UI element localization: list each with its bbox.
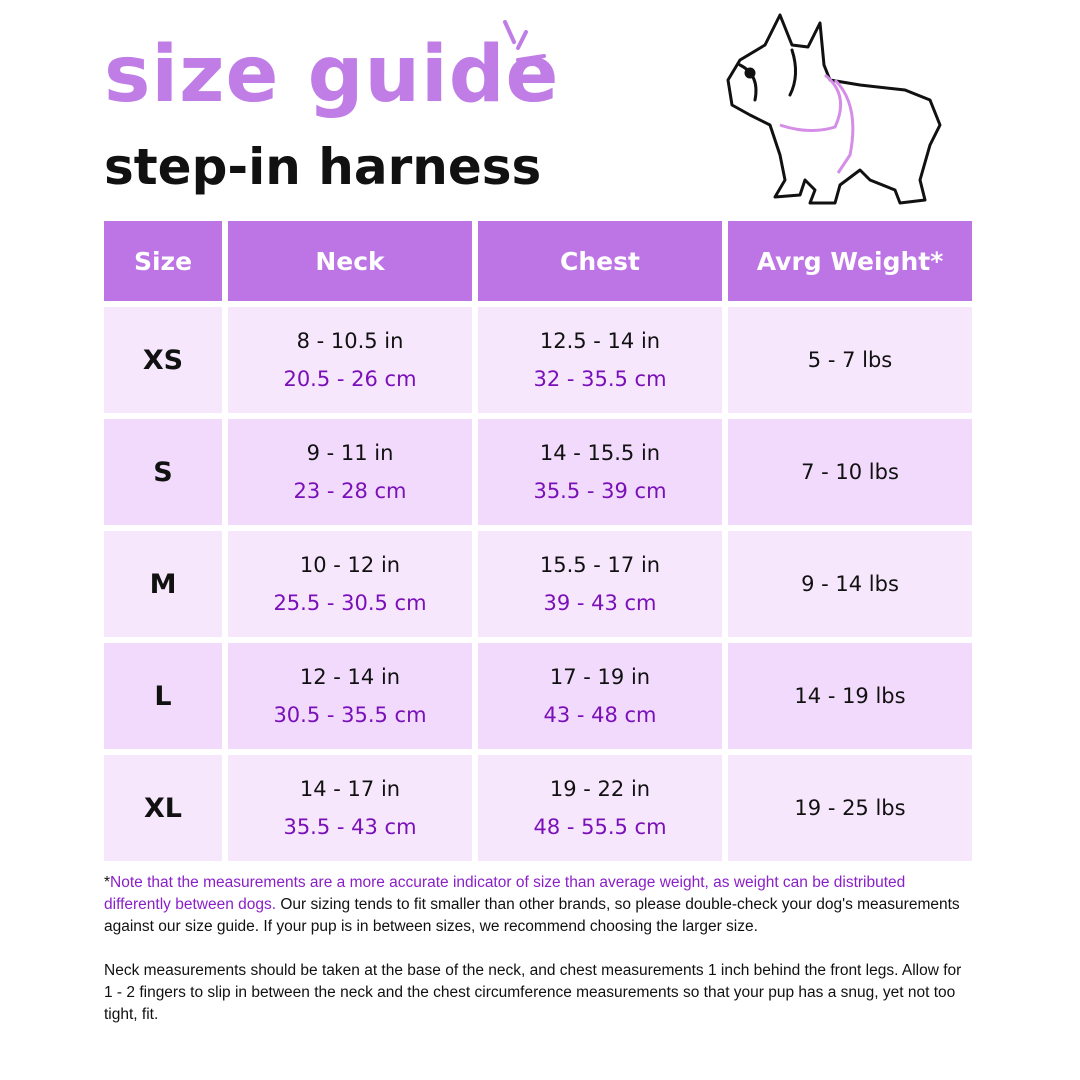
weight-cell: 14 - 19 lbs: [728, 643, 972, 749]
table-header-row: Size Neck Chest Avrg Weight*: [104, 221, 972, 301]
chest-cell: 12.5 - 14 in 32 - 35.5 cm: [478, 307, 722, 413]
weight-cell: 5 - 7 lbs: [728, 307, 972, 413]
weight-cell: 9 - 14 lbs: [728, 531, 972, 637]
size-label: M: [149, 568, 177, 600]
chest-inches: 17 - 19 in: [549, 665, 651, 689]
sparkle-icon: [503, 20, 546, 62]
weight-value: 9 - 14 lbs: [801, 572, 899, 596]
chest-cm: 35.5 - 39 cm: [533, 479, 667, 503]
measurement-note: Neck measurements should be taken at the…: [104, 962, 962, 1023]
neck-cm: 30.5 - 35.5 cm: [273, 703, 427, 727]
neck-inches: 8 - 10.5 in: [296, 329, 404, 353]
neck-inches: 9 - 11 in: [306, 441, 394, 465]
page-subtitle: step-in harness: [104, 138, 542, 196]
weight-note-highlight: Note that the measurements are a more ac…: [104, 874, 906, 913]
size-label: S: [153, 456, 173, 488]
neck-cell: 10 - 12 in 25.5 - 30.5 cm: [228, 531, 472, 637]
neck-cell: 12 - 14 in 30.5 - 35.5 cm: [228, 643, 472, 749]
neck-cell: 8 - 10.5 in 20.5 - 26 cm: [228, 307, 472, 413]
french-bulldog-illustration: [726, 13, 942, 205]
table-row: XS 8 - 10.5 in 20.5 - 26 cm 12.5 - 14 in 32 …: [104, 307, 972, 413]
chest-cm: 32 - 35.5 cm: [533, 367, 667, 391]
weight-value: 7 - 10 lbs: [801, 460, 899, 484]
header-size: Size: [104, 221, 222, 301]
neck-cell: 9 - 11 in 23 - 28 cm: [228, 419, 472, 525]
neck-cell: 14 - 17 in 35.5 - 43 cm: [228, 755, 472, 861]
chest-inches: 15.5 - 17 in: [539, 553, 661, 577]
weight-cell: 7 - 10 lbs: [728, 419, 972, 525]
chest-inches: 12.5 - 14 in: [539, 329, 661, 353]
neck-cm: 35.5 - 43 cm: [283, 815, 417, 839]
table-row: L 12 - 14 in 30.5 - 35.5 cm 17 - 19 in 43 - …: [104, 643, 972, 749]
size-cell: L: [104, 643, 222, 749]
chest-cell: 17 - 19 in 43 - 48 cm: [478, 643, 722, 749]
weight-note-rest: Our sizing tends to fit smaller than oth…: [104, 896, 960, 935]
weight-value: 14 - 19 lbs: [794, 684, 906, 708]
page-title: size guide: [104, 30, 560, 120]
weight-cell: 19 - 25 lbs: [728, 755, 972, 861]
size-cell: M: [104, 531, 222, 637]
table-row: XL 14 - 17 in 35.5 - 43 cm 19 - 22 in 48 - 5…: [104, 755, 972, 861]
header-chest: Chest: [478, 221, 722, 301]
size-table: Size Neck Chest Avrg Weight* XS 8 - 10.5 …: [98, 215, 978, 867]
table-row: S 9 - 11 in 23 - 28 cm 14 - 15.5 in 35.5 - 3…: [104, 419, 972, 525]
neck-inches: 10 - 12 in: [299, 553, 401, 577]
size-cell: XL: [104, 755, 222, 861]
header-weight: Avrg Weight*: [728, 221, 972, 301]
neck-inches: 14 - 17 in: [299, 777, 401, 801]
footnotes: *Note that the measurements are a more a…: [104, 872, 974, 1026]
size-label: XL: [143, 792, 183, 824]
chest-cm: 43 - 48 cm: [543, 703, 657, 727]
neck-cm: 23 - 28 cm: [293, 479, 407, 503]
size-cell: XS: [104, 307, 222, 413]
size-label: L: [154, 680, 172, 712]
chest-inches: 14 - 15.5 in: [539, 441, 661, 465]
chest-cm: 48 - 55.5 cm: [533, 815, 667, 839]
header-neck: Neck: [228, 221, 472, 301]
weight-value: 5 - 7 lbs: [807, 348, 893, 372]
table-row: M 10 - 12 in 25.5 - 30.5 cm 15.5 - 17 in 39 …: [104, 531, 972, 637]
weight-note: *Note that the measurements are a more a…: [104, 874, 960, 935]
chest-inches: 19 - 22 in: [549, 777, 651, 801]
chest-cm: 39 - 43 cm: [543, 591, 657, 615]
size-cell: S: [104, 419, 222, 525]
chest-cell: 14 - 15.5 in 35.5 - 39 cm: [478, 419, 722, 525]
chest-cell: 19 - 22 in 48 - 55.5 cm: [478, 755, 722, 861]
chest-cell: 15.5 - 17 in 39 - 43 cm: [478, 531, 722, 637]
neck-cm: 25.5 - 30.5 cm: [273, 591, 427, 615]
neck-inches: 12 - 14 in: [299, 665, 401, 689]
weight-value: 19 - 25 lbs: [794, 796, 906, 820]
size-label: XS: [142, 344, 184, 376]
neck-cm: 20.5 - 26 cm: [283, 367, 417, 391]
